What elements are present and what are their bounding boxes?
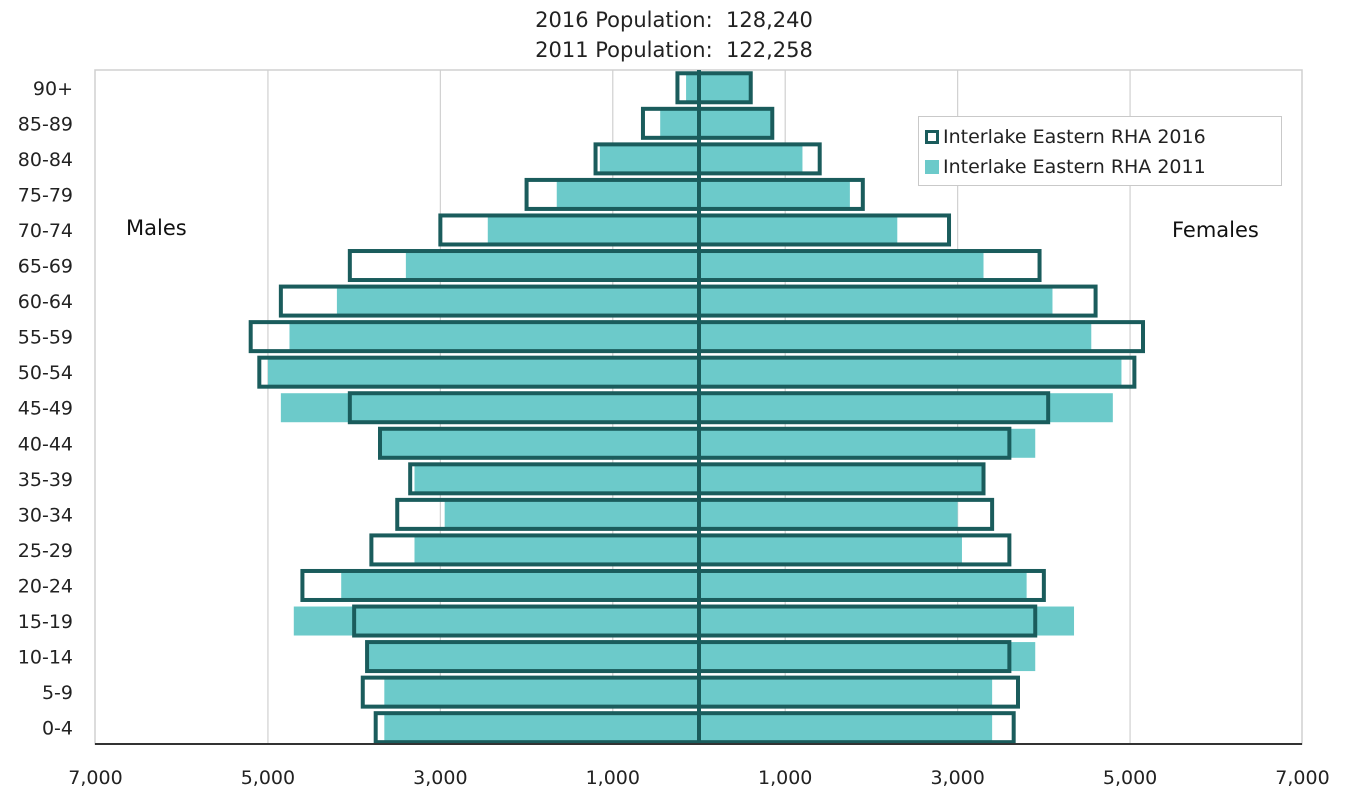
males-label: Males [126, 216, 187, 240]
bar-2011-female [699, 108, 773, 138]
females-label: Females [1172, 218, 1259, 242]
bar-2011-male [341, 570, 699, 600]
legend-item-2011: Interlake Eastern RHA 2011 [925, 155, 1206, 179]
chart-legend: Interlake Eastern RHA 2016 Interlake Eas… [918, 116, 1282, 186]
y-tick-label: 35-39 [18, 469, 73, 491]
x-tick-label: 1,000 [586, 767, 640, 789]
bar-2011-female [699, 570, 1027, 600]
y-tick-label: 30-34 [18, 504, 73, 526]
bar-2011-female [699, 535, 962, 565]
bar-2011-male [660, 108, 699, 138]
y-tick-label: 80-84 [18, 149, 73, 171]
bar-2011-male [380, 428, 699, 458]
y-tick-label: 20-24 [18, 575, 73, 597]
x-tick-label: 3,000 [413, 767, 467, 789]
y-tick-label: 5-9 [42, 682, 73, 704]
axes [95, 70, 1302, 745]
legend-label-2016: Interlake Eastern RHA 2016 [943, 126, 1206, 148]
population-2011-label: 2011 Population: 122,258 [535, 38, 813, 62]
bar-2011-male [556, 179, 699, 209]
bar-2011-male [336, 286, 699, 316]
bar-2011-female [699, 357, 1122, 387]
bar-2011-male [367, 642, 699, 672]
y-tick-label: 45-49 [18, 398, 73, 420]
bar-2011-female [699, 251, 984, 281]
x-tick-label: 7,000 [68, 767, 122, 789]
bar-2011-male [293, 606, 699, 636]
y-tick-label: 55-59 [18, 327, 73, 349]
y-tick-label: 50-54 [18, 362, 73, 384]
bar-2011-female [699, 73, 751, 103]
y-tick-label: 40-44 [18, 433, 73, 455]
x-tick-label: 3,000 [930, 767, 984, 789]
y-tick-label: 60-64 [18, 291, 73, 313]
y-tick-label: 85-89 [18, 113, 73, 135]
y-tick-label: 0-4 [42, 718, 73, 740]
bar-2011-male [289, 322, 699, 352]
bar-2011-male [414, 464, 699, 494]
y-tick-label: 65-69 [18, 256, 73, 278]
bar-2011-female [699, 677, 993, 707]
bar-2011-female [699, 499, 958, 529]
x-tick-label: 7,000 [1275, 767, 1329, 789]
bar-2011-male [384, 677, 699, 707]
bar-2011-male [384, 713, 699, 743]
bar-2011-female [699, 464, 984, 494]
bar-2011-male [267, 357, 699, 387]
bar-2011-female [699, 144, 803, 174]
bar-2011-female [699, 606, 1075, 636]
bar-2011-male [405, 251, 699, 281]
bar-2011-male [280, 393, 699, 423]
bar-2011-female [699, 215, 898, 245]
bar-2011-female [699, 642, 1036, 672]
x-tick-label: 5,000 [1103, 767, 1157, 789]
bar-2011-female [699, 428, 1036, 458]
legend-swatch-2016 [925, 130, 939, 144]
x-tick-label: 1,000 [758, 767, 812, 789]
population-2016-label: 2016 Population: 128,240 [535, 8, 813, 32]
y-tick-label: 75-79 [18, 184, 73, 206]
bar-2011-male [487, 215, 699, 245]
legend-item-2016: Interlake Eastern RHA 2016 [925, 125, 1206, 149]
legend-label-2011: Interlake Eastern RHA 2011 [943, 156, 1206, 178]
bar-2011-male [414, 535, 699, 565]
bar-2011-female [699, 179, 850, 209]
x-axis-tick-labels: 7,000 5,000 3,000 1,000 1,000 3,000 5,000 7,000 [68, 767, 1329, 789]
bar-2011-male [599, 144, 699, 174]
y-axis-tick-labels: 90+ 85-89 80-84 75-79 70-74 65-69 60-64 55-59 50… [18, 78, 73, 740]
bar-2011-male [444, 499, 699, 529]
x-tick-label: 5,000 [241, 767, 295, 789]
y-tick-label: 15-19 [18, 611, 73, 633]
bar-2011-female [699, 286, 1053, 316]
bar-2011-female [699, 713, 993, 743]
bar-2011-female [699, 322, 1092, 352]
y-tick-label: 10-14 [18, 647, 73, 669]
legend-swatch-2011 [925, 160, 939, 174]
y-tick-label: 90+ [33, 78, 73, 100]
bar-2011-female [699, 393, 1113, 423]
bar-2011-male [686, 73, 699, 103]
y-tick-label: 25-29 [18, 540, 73, 562]
y-tick-label: 70-74 [18, 220, 73, 242]
